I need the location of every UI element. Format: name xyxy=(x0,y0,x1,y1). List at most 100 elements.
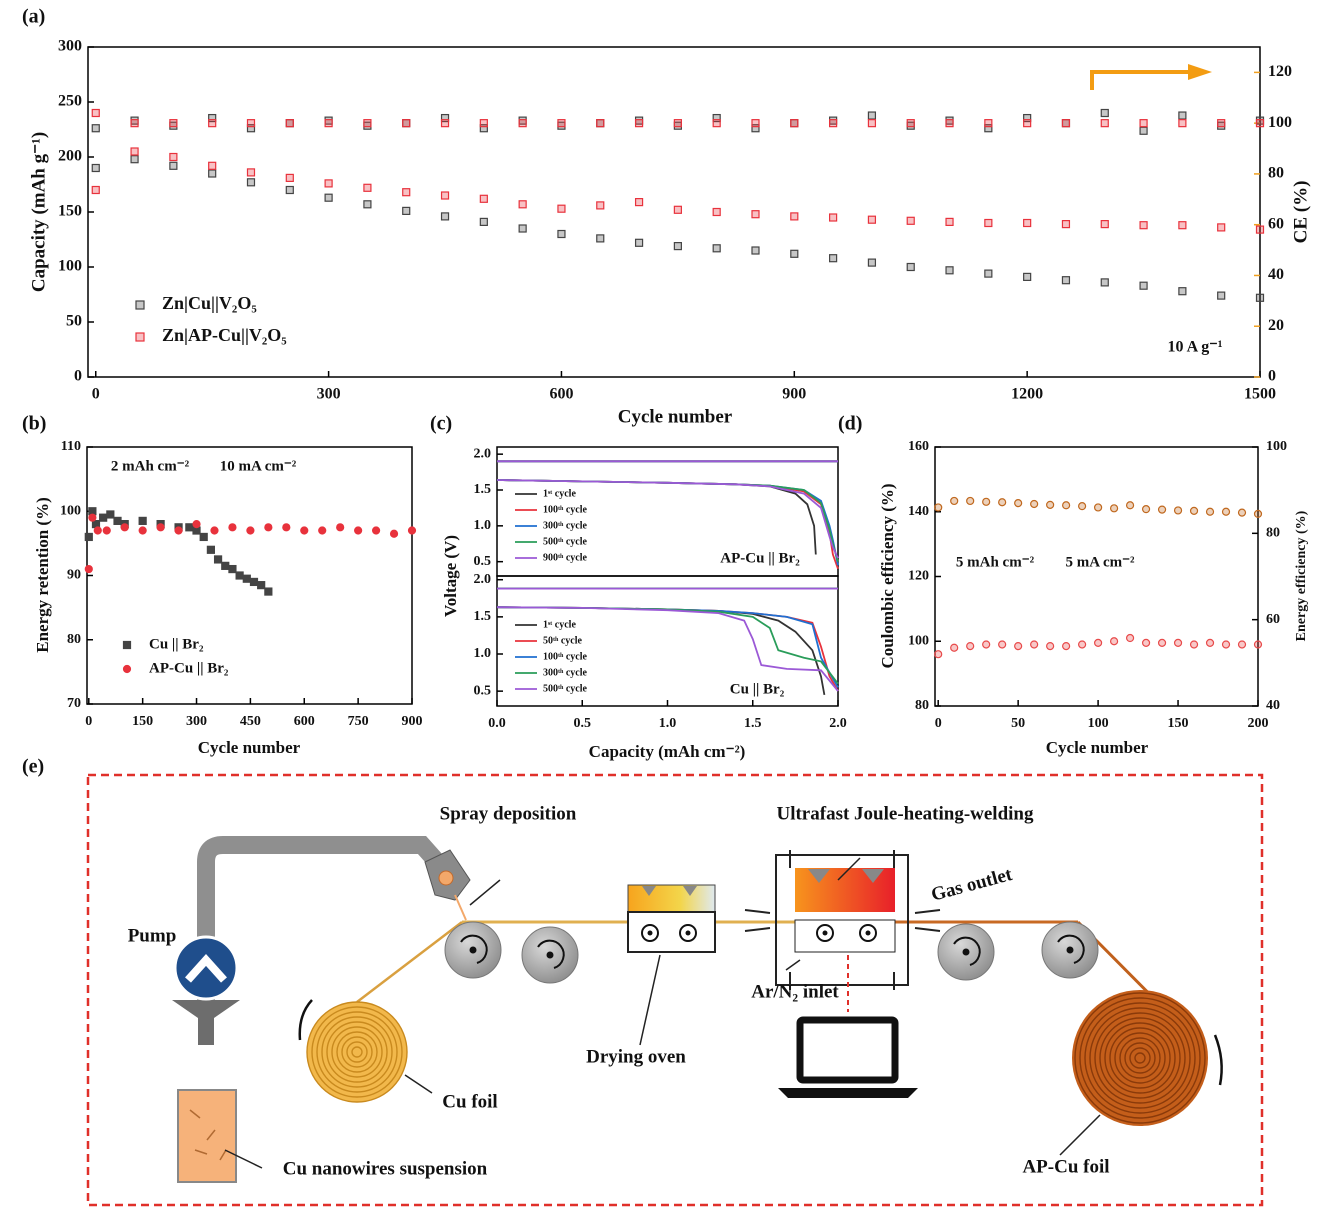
spool-ring xyxy=(1079,997,1201,1119)
y-tick-label: 200 xyxy=(58,148,82,165)
marker xyxy=(712,119,721,128)
marker xyxy=(246,119,256,128)
marker xyxy=(91,185,100,195)
marker xyxy=(246,526,255,535)
marker xyxy=(790,119,799,128)
legend-label: 500ᵗʰ cycle xyxy=(543,683,588,694)
marker xyxy=(169,152,178,162)
marker xyxy=(945,266,954,275)
marker xyxy=(867,258,877,267)
marker xyxy=(966,642,975,651)
marker xyxy=(246,124,256,133)
annotation: 5 mAh cm⁻² xyxy=(956,554,1035,570)
marker xyxy=(1255,119,1265,128)
marker xyxy=(336,523,345,532)
y2-tick-label: 40 xyxy=(1268,266,1284,283)
roller-axle xyxy=(647,930,653,936)
y2-tick-label: 100 xyxy=(1266,439,1287,454)
marker xyxy=(634,238,644,247)
y-tick-label: 300 xyxy=(58,38,82,55)
marker xyxy=(790,249,799,258)
marker xyxy=(1109,637,1119,646)
marker xyxy=(120,523,129,532)
diagram-label: Gas outlet xyxy=(929,864,1015,906)
nanowires xyxy=(189,1109,227,1161)
diagram-label: Cu foil xyxy=(442,1091,497,1112)
marker xyxy=(440,191,450,200)
marker xyxy=(402,206,411,215)
y-tick-label: 90 xyxy=(67,568,81,583)
marker xyxy=(192,519,201,529)
y2-tick-label: 60 xyxy=(1266,612,1280,627)
marker xyxy=(318,526,327,535)
diagram-label: Ar/N₂ inlet xyxy=(751,981,839,1002)
y-tick-label: 160 xyxy=(908,439,929,454)
x-axis-label: Cycle number xyxy=(198,738,301,757)
marker xyxy=(1217,119,1226,128)
x-tick-label: 1.0 xyxy=(659,716,677,731)
annotation: 10 A g⁻¹ xyxy=(1167,339,1222,356)
y2-tick-label: 80 xyxy=(1268,165,1284,182)
marker xyxy=(1062,642,1071,651)
spool xyxy=(1072,990,1208,1126)
marker xyxy=(1255,293,1265,302)
spray xyxy=(454,894,467,921)
legend-label: 100ᵗʰ cycle xyxy=(543,651,588,662)
axis-arrow xyxy=(1090,70,1190,90)
marker xyxy=(1061,276,1071,285)
marker xyxy=(1023,272,1032,281)
spool-ring xyxy=(1124,1042,1156,1074)
marker xyxy=(402,188,411,197)
marker xyxy=(1253,640,1263,649)
spool-ring xyxy=(346,1041,368,1063)
marker xyxy=(950,643,959,652)
marker xyxy=(1217,223,1226,232)
joule-chamber xyxy=(775,854,909,986)
x-tick-label: 300 xyxy=(186,714,207,729)
y-tick-label: 1.5 xyxy=(474,609,492,624)
marker xyxy=(402,119,411,128)
marker xyxy=(99,513,108,522)
marker xyxy=(984,269,993,278)
marker xyxy=(440,212,450,221)
annotation: 5 mA cm⁻² xyxy=(1065,554,1135,570)
marker xyxy=(174,526,183,535)
x-tick-label: 50 xyxy=(1011,716,1025,731)
spool-ring xyxy=(306,1001,408,1103)
marker xyxy=(389,529,399,538)
spool-ring xyxy=(1094,1012,1186,1104)
roller-axle xyxy=(685,930,691,936)
marker xyxy=(135,300,145,310)
marker xyxy=(479,217,488,226)
marker xyxy=(1178,119,1187,128)
panel-label: (d) xyxy=(838,413,862,435)
marker xyxy=(91,163,100,173)
nozzle-tip xyxy=(438,870,454,886)
marker xyxy=(84,532,93,542)
y-tick-label: 100 xyxy=(60,503,81,518)
marker xyxy=(1217,291,1226,300)
marker xyxy=(156,523,165,532)
legend-label: 300ᵗʰ cycle xyxy=(543,667,588,678)
y-axis-label: Energy retention (%) xyxy=(33,497,52,653)
y-tick-label: 50 xyxy=(66,313,82,330)
x-tick-label: 2.0 xyxy=(829,716,847,731)
marker xyxy=(557,119,566,128)
marker xyxy=(257,581,266,590)
rotation-arrow xyxy=(298,999,313,1041)
marker xyxy=(867,119,877,128)
leader-lines xyxy=(224,857,1101,1169)
marker xyxy=(246,168,256,177)
plots: 0 300 600 900 1200 15000501001502002503000204… xyxy=(22,6,1311,761)
marker xyxy=(1030,640,1039,649)
y-axis-label: Coulombic efficiency (%) xyxy=(878,483,897,668)
diagram-label: Spray deposition xyxy=(440,803,577,824)
marker xyxy=(518,200,527,209)
marker xyxy=(867,215,877,224)
annotation: 10 mA cm⁻² xyxy=(220,458,297,474)
marker xyxy=(945,217,954,226)
y2-tick-label: 0 xyxy=(1268,368,1276,385)
marker xyxy=(934,503,943,512)
y-tick-label: 120 xyxy=(908,569,929,584)
marker xyxy=(751,246,760,255)
